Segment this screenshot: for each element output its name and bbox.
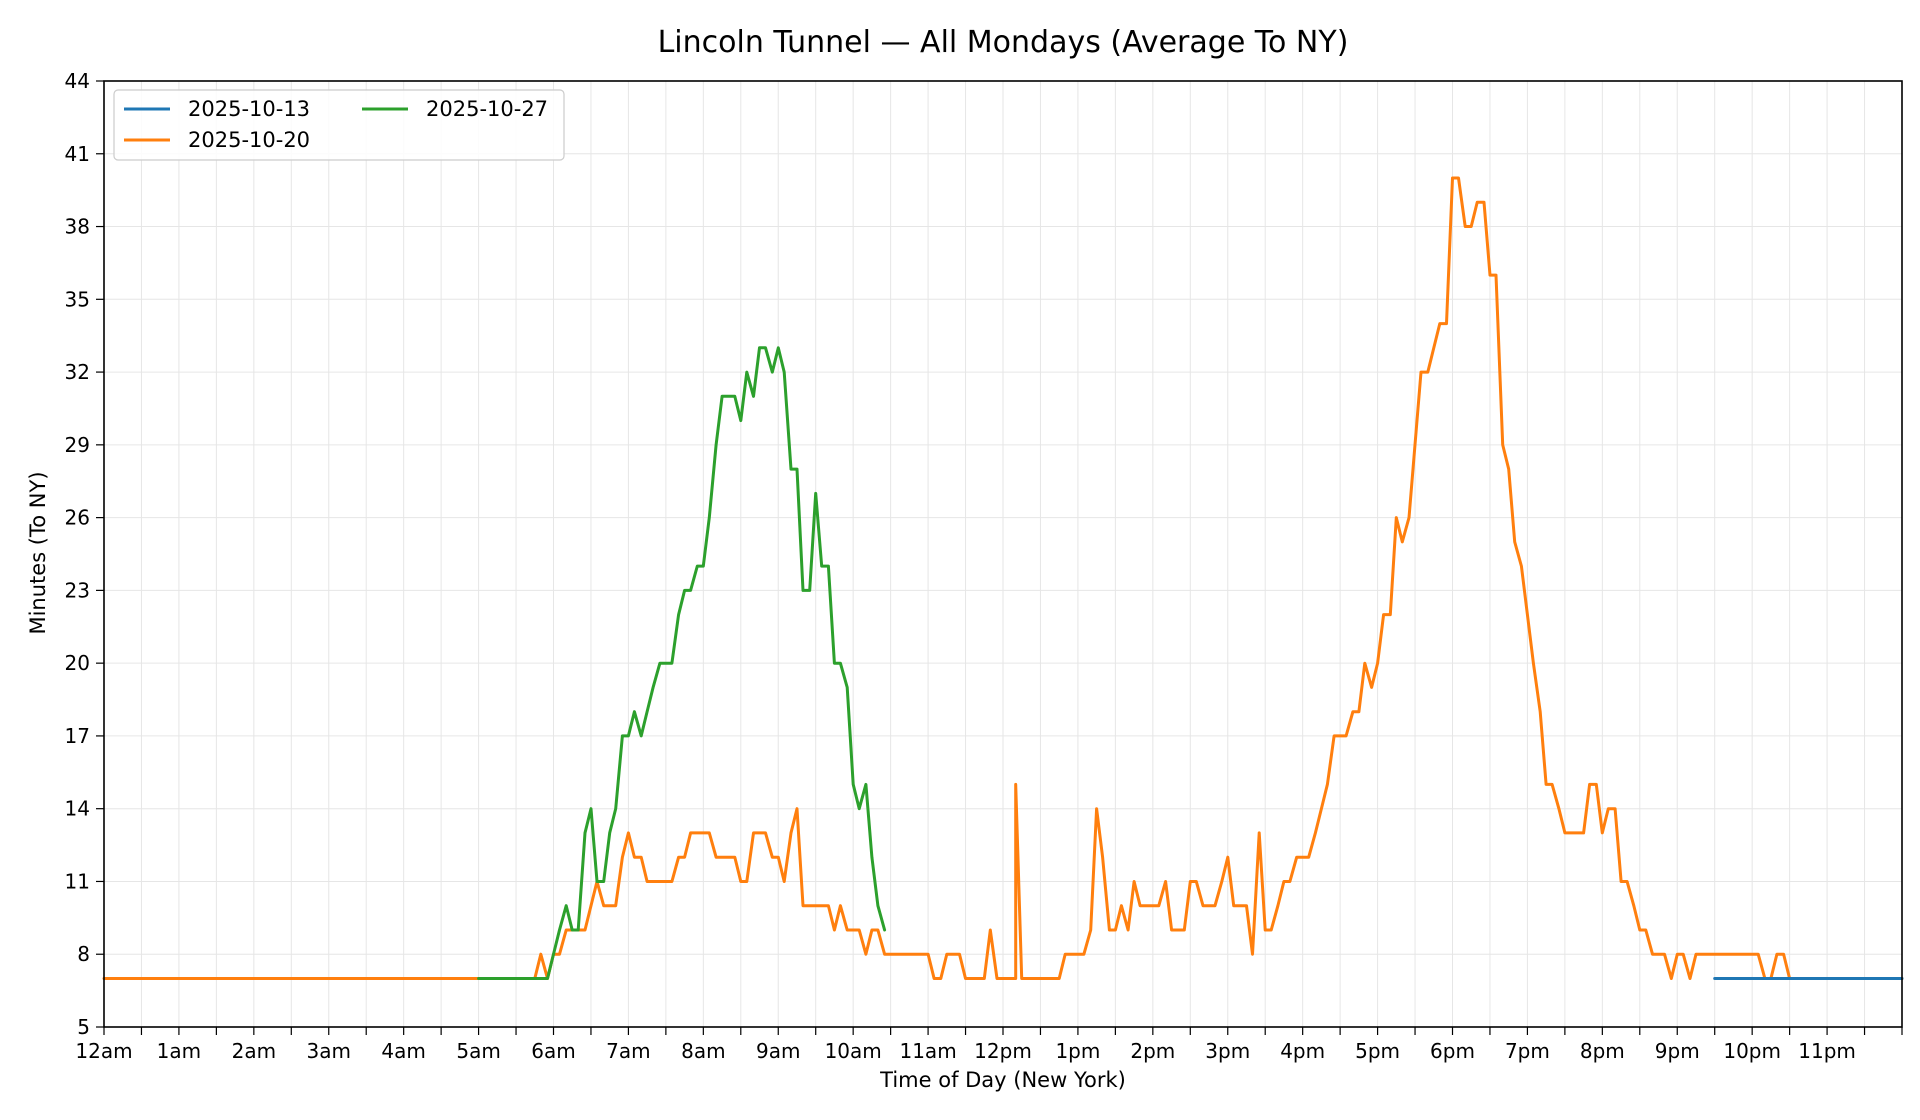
x-tick-label: 10pm bbox=[1723, 1039, 1781, 1063]
x-tick-label: 5am bbox=[456, 1039, 500, 1063]
x-tick-label: 4pm bbox=[1280, 1039, 1325, 1063]
x-tick-label: 9pm bbox=[1655, 1039, 1700, 1063]
legend-label-2025-10-27: 2025-10-27 bbox=[426, 97, 548, 121]
y-tick-label: 38 bbox=[65, 215, 90, 239]
x-tick-label: 3pm bbox=[1205, 1039, 1250, 1063]
y-tick-label: 8 bbox=[77, 942, 90, 966]
x-tick-label: 11pm bbox=[1798, 1039, 1856, 1063]
x-tick-label: 7am bbox=[606, 1039, 650, 1063]
legend-label-2025-10-13: 2025-10-13 bbox=[188, 97, 310, 121]
x-tick-label: 12pm bbox=[974, 1039, 1032, 1063]
x-tick-label: 9am bbox=[756, 1039, 800, 1063]
y-axis-label: Minutes (To NY) bbox=[26, 471, 50, 634]
x-tick-label: 4am bbox=[381, 1039, 425, 1063]
y-tick-label: 35 bbox=[65, 287, 90, 311]
x-axis-label: Time of Day (New York) bbox=[879, 1068, 1126, 1092]
y-tick-label: 5 bbox=[77, 1015, 90, 1039]
x-tick-label: 1am bbox=[157, 1039, 201, 1063]
x-tick-label: 8pm bbox=[1580, 1039, 1625, 1063]
y-tick-label: 44 bbox=[65, 69, 90, 93]
legend-label-2025-10-20: 2025-10-20 bbox=[188, 128, 310, 152]
y-tick-label: 14 bbox=[65, 797, 90, 821]
x-tick-label: 6am bbox=[531, 1039, 575, 1063]
x-tick-label: 1pm bbox=[1055, 1039, 1100, 1063]
legend: 2025-10-13 2025-10-20 2025-10-27 bbox=[113, 89, 565, 161]
y-tick-label: 23 bbox=[65, 578, 90, 602]
legend-box bbox=[113, 89, 565, 161]
x-tick-label: 7pm bbox=[1505, 1039, 1550, 1063]
x-tick-label: 5pm bbox=[1355, 1039, 1400, 1063]
y-tick-label: 20 bbox=[65, 651, 90, 675]
x-tick-label: 10am bbox=[825, 1039, 882, 1063]
y-tick-label: 17 bbox=[65, 724, 90, 748]
y-tick-label: 26 bbox=[65, 506, 90, 530]
x-tick-label: 3am bbox=[307, 1039, 351, 1063]
x-tick-label: 11am bbox=[899, 1039, 956, 1063]
series-line-2025-10-27 bbox=[477, 346, 887, 980]
chart-title: Lincoln Tunnel — All Mondays (Average To… bbox=[658, 25, 1349, 60]
series-line-2025-10-20 bbox=[102, 176, 1904, 980]
grid bbox=[103, 80, 1903, 1028]
y-tick-label: 11 bbox=[65, 869, 90, 893]
y-tick-label: 29 bbox=[65, 433, 90, 457]
x-tick-label: 2pm bbox=[1130, 1039, 1175, 1063]
x-tick-label: 8am bbox=[681, 1039, 725, 1063]
y-tick-label: 32 bbox=[65, 360, 90, 384]
ticks: 5 8 11 14 17 20 23 26 29 32 35 38 41 44 12am 1am 2am 3am 4… bbox=[65, 69, 1903, 1063]
x-tick-label: 2am bbox=[232, 1039, 276, 1063]
x-tick-label: 6pm bbox=[1430, 1039, 1475, 1063]
series-lines bbox=[102, 176, 1904, 980]
y-tick-label: 41 bbox=[65, 142, 90, 166]
x-tick-label: 12am bbox=[75, 1039, 132, 1063]
